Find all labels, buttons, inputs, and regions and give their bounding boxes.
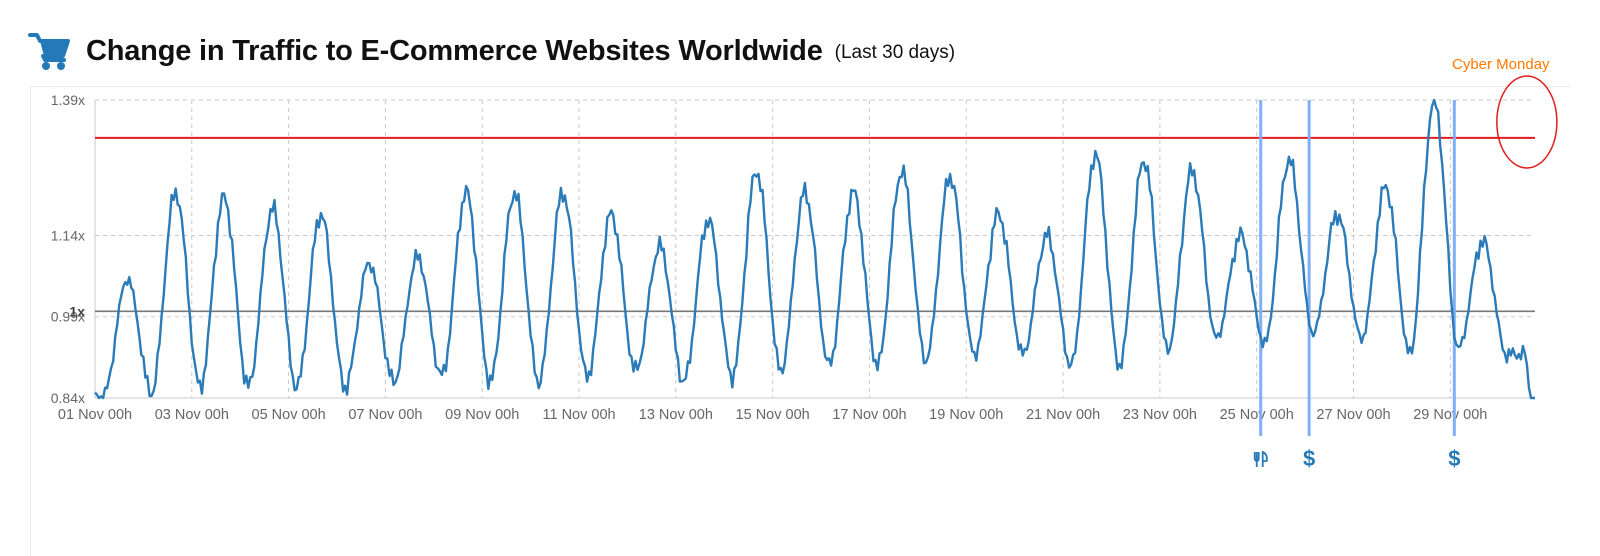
fork-knife-icon bbox=[1253, 450, 1268, 467]
x-tick-label: 01 Nov 00h bbox=[58, 407, 132, 423]
dollar-icon: $ bbox=[1448, 446, 1460, 471]
cyber-monday-circle bbox=[1496, 75, 1558, 169]
x-tick-label: 03 Nov 00h bbox=[155, 407, 229, 423]
chart-panel bbox=[30, 86, 1571, 556]
x-tick-label: 25 Nov 00h bbox=[1220, 407, 1294, 423]
chart-header: Change in Traffic to E-Commerce Websites… bbox=[28, 26, 955, 76]
y-tick-label: 1.39x bbox=[51, 92, 85, 108]
x-tick-label: 15 Nov 00h bbox=[736, 407, 810, 423]
x-tick-label: 29 Nov 00h bbox=[1413, 407, 1487, 423]
x-tick-label: 17 Nov 00h bbox=[832, 407, 906, 423]
x-tick-label: 05 Nov 00h bbox=[252, 407, 326, 423]
cart-icon bbox=[28, 33, 70, 70]
page-title: Change in Traffic to E-Commerce Websites… bbox=[86, 34, 823, 67]
dollar-icon: $ bbox=[1303, 446, 1315, 471]
y-tick-label: 1x bbox=[69, 303, 85, 319]
x-tick-label: 27 Nov 00h bbox=[1316, 407, 1390, 423]
y-tick-label: 0.99x bbox=[51, 309, 85, 325]
x-tick-label: 09 Nov 00h bbox=[445, 407, 519, 423]
x-tick-label: 21 Nov 00h bbox=[1026, 407, 1100, 423]
x-tick-label: 11 Nov 00h bbox=[542, 407, 615, 423]
cyber-monday-label: Cyber Monday bbox=[1452, 56, 1550, 73]
page-subtitle: (Last 30 days) bbox=[834, 42, 956, 63]
x-tick-label: 07 Nov 00h bbox=[348, 407, 422, 423]
x-tick-label: 13 Nov 00h bbox=[639, 407, 713, 423]
x-tick-label: 19 Nov 00h bbox=[929, 407, 1003, 423]
x-tick-label: 23 Nov 00h bbox=[1123, 407, 1197, 423]
series-line bbox=[94, 98, 1535, 400]
y-tick-label: 0.84x bbox=[51, 390, 85, 406]
y-tick-label: 1.14x bbox=[51, 227, 85, 243]
